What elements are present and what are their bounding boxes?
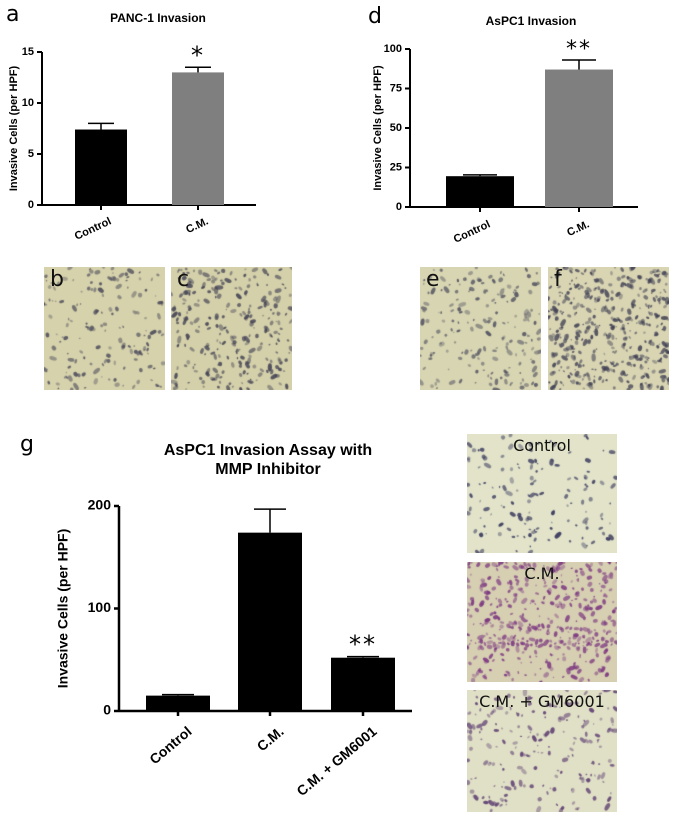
micrograph-b-label: b xyxy=(50,267,64,292)
mmp-y-tick-label-100: 100 xyxy=(88,599,112,615)
micrograph-c: c xyxy=(171,267,292,390)
micrograph-control-label: Control xyxy=(513,436,571,455)
micrograph-e: e xyxy=(420,267,541,390)
micrograph-c-label: c xyxy=(177,267,190,292)
aspc1-y-tick-label-100: 100 xyxy=(384,43,402,55)
micrograph-f-label: f xyxy=(554,267,562,292)
mmp-category-label-1: C.M. xyxy=(254,723,287,754)
aspc1-category-label-1: C.M. xyxy=(565,218,591,239)
micrograph-b: b xyxy=(44,267,165,390)
aspc1-category-label-0: Control xyxy=(452,218,493,245)
aspc1-y-axis-label: Invasive Cells (per HPF) xyxy=(372,65,384,191)
panc1-y-axis-label: Invasive Cells (per HPF) xyxy=(8,66,20,192)
panc1-y-tick-label-5: 5 xyxy=(28,148,34,160)
micrograph-f-image xyxy=(548,267,669,390)
mmp-title-line-0: AsPC1 Invasion Assay with xyxy=(164,442,372,459)
aspc1-y-tick-label-50: 50 xyxy=(390,122,402,134)
micrograph-cm-gm6001-label: C.M. + GM6001 xyxy=(479,692,605,711)
aspc1-y-tick-label-25: 25 xyxy=(390,161,402,173)
mmp-bar-2 xyxy=(331,657,395,711)
panc1-y-tick-label-15: 15 xyxy=(22,46,34,58)
panc1-bar-1 xyxy=(172,72,224,206)
mmp-bar-0 xyxy=(146,695,210,711)
aspc1-significance-1: ** xyxy=(566,37,592,62)
mmp-category-label-0: Control xyxy=(146,723,194,767)
mmp-y-tick-label-0: 0 xyxy=(103,702,111,718)
panc1-y-tick-label-0: 0 xyxy=(28,199,34,211)
micrograph-cm: C.M. xyxy=(467,562,617,682)
panc1-bar-0 xyxy=(75,129,127,205)
micrograph-cm-gm6001-image xyxy=(467,690,617,812)
aspc1-title: AsPC1 Invasion xyxy=(486,14,577,28)
micrograph-e-label: e xyxy=(426,267,440,292)
panc1-category-label-0: Control xyxy=(73,215,114,242)
aspc1-bar-1 xyxy=(545,69,613,207)
micrograph-cm-image xyxy=(467,562,617,682)
micrograph-b-image xyxy=(44,267,165,390)
panc1-y-tick-label-10: 10 xyxy=(22,97,34,109)
mmp-significance-2: ** xyxy=(349,631,377,659)
mmp-category-label-2: C.M. + GM6001 xyxy=(293,723,379,799)
aspc1-y-tick-label-75: 75 xyxy=(390,82,402,94)
micrograph-f: f xyxy=(548,267,669,390)
mmp-y-axis-label: Invasive Cells (per HPF) xyxy=(55,529,71,689)
panc1-title: PANC-1 Invasion xyxy=(110,11,206,25)
micrograph-e-image xyxy=(420,267,541,390)
panel-letter-a: a xyxy=(6,2,20,27)
aspc1-y-tick-label-0: 0 xyxy=(396,201,402,213)
panel-letter-g: g xyxy=(20,432,34,457)
mmp-y-tick-label-200: 200 xyxy=(88,497,112,513)
micrograph-cm-label: C.M. xyxy=(524,564,560,583)
micrograph-control: Control xyxy=(467,434,617,553)
micrograph-cm-gm6001: C.M. + GM6001 xyxy=(467,690,617,812)
micrograph-c-image xyxy=(171,267,292,390)
panc1-significance-1: * xyxy=(191,41,205,69)
panel-letter-d: d xyxy=(368,4,382,29)
aspc1-bar-0 xyxy=(446,176,514,207)
mmp-bar-1 xyxy=(238,532,302,711)
panc1-category-label-1: C.M. xyxy=(184,215,210,236)
mmp-title-line-1: MMP Inhibitor xyxy=(215,461,320,478)
micrograph-control-image xyxy=(467,434,617,553)
